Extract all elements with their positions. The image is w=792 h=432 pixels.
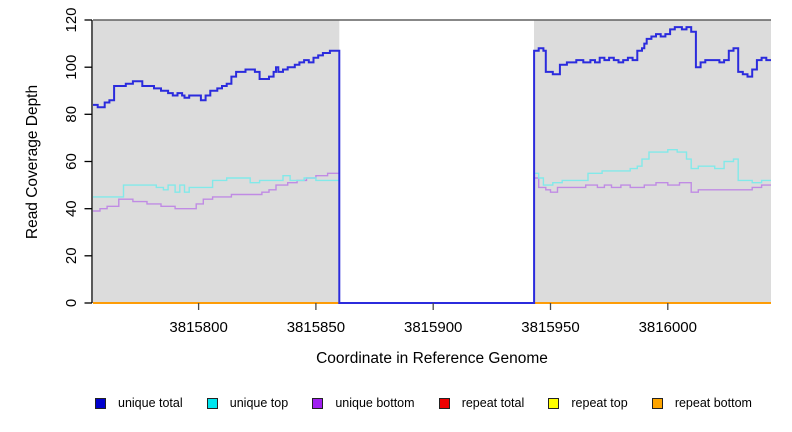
y-tick-label: 0 (63, 299, 80, 307)
masked-region (339, 20, 534, 303)
series-lines (93, 26, 771, 304)
y-tick-label: 100 (63, 55, 80, 80)
legend-swatch-unique-bottom (312, 397, 324, 409)
y-tick-label: 60 (63, 153, 80, 170)
y-tick-label: 40 (63, 200, 80, 217)
legend-swatch-repeat-top (548, 397, 560, 409)
legend-label: unique bottom (335, 396, 415, 410)
legend-label: unique total (118, 396, 183, 410)
legend-item-repeat-bottom: repeat bottom (651, 396, 752, 410)
x-tick-label: 3815800 (169, 319, 227, 336)
legend: unique total unique top unique bottom repea… (95, 396, 752, 410)
legend-swatch-repeat-bottom (651, 397, 663, 409)
y-tick-label: 120 (63, 7, 80, 32)
legend-swatch-repeat-total (438, 397, 450, 409)
chart-canvas: 0 20 40 60 80 100 120 3815800 3815850 3815900 3815… (63, 7, 771, 336)
legend-label: repeat bottom (674, 396, 752, 410)
series-line-unique-total (93, 26, 771, 304)
x-tick-label: 3816000 (639, 319, 697, 336)
y-axis: 0 20 40 60 80 100 120 (63, 7, 93, 307)
legend-label: unique top (229, 396, 289, 410)
legend-item-repeat-top: repeat top (548, 396, 628, 410)
y-axis-title: Read Coverage Depth (24, 84, 41, 240)
legend-item-unique-top: unique top (206, 396, 289, 410)
x-tick-label: 3815900 (404, 319, 462, 336)
x-tick-label: 3815950 (521, 319, 579, 336)
series-line-unique-top (93, 149, 771, 304)
x-tick-label: 3815850 (287, 319, 345, 336)
x-axis-title: Coordinate in Reference Genome (316, 350, 548, 367)
legend-item-unique-total: unique total (95, 396, 183, 410)
legend-item-repeat-total: repeat total (438, 396, 525, 410)
y-tick-label: 80 (63, 106, 80, 123)
legend-item-unique-bottom: unique bottom (312, 396, 415, 410)
legend-label: repeat total (461, 396, 525, 410)
legend-swatch-unique-top (206, 397, 218, 409)
x-axis: 3815800 3815850 3815900 3815950 3816000 (169, 303, 697, 336)
y-tick-label: 20 (63, 247, 80, 264)
legend-swatch-unique-total (95, 397, 106, 409)
legend-label: repeat top (571, 396, 628, 410)
